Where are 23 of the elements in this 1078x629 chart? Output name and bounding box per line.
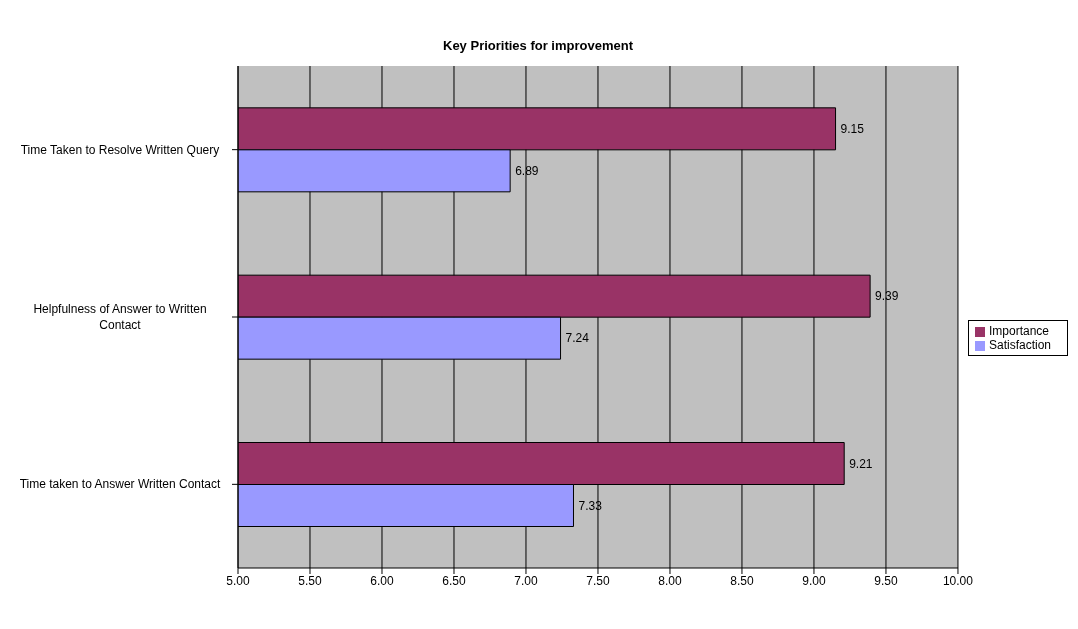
x-tick-label: 5.50	[298, 573, 322, 588]
x-tick-label: 8.50	[730, 573, 754, 588]
data-label: 6.89	[515, 164, 539, 179]
x-tick-label: 9.50	[874, 573, 898, 588]
data-label: 9.21	[849, 456, 873, 471]
x-tick-label: 6.50	[442, 573, 466, 588]
x-tick-label: 9.00	[802, 573, 826, 588]
legend-label: Satisfaction	[988, 338, 1051, 352]
x-tick-label: 7.50	[586, 573, 610, 588]
data-label: 7.24	[565, 331, 590, 346]
legend-label: Importance	[988, 324, 1049, 338]
x-tick-label: 8.00	[658, 573, 682, 588]
y-tick-label: Time taken to Answer Written Contact	[19, 477, 222, 492]
x-tick-label: 5.00	[226, 573, 250, 588]
data-label: 9.39	[875, 289, 899, 304]
y-tick-label: Helpfulness of Answer to Written Contact	[33, 302, 207, 332]
x-tick-label: 10.00	[942, 573, 974, 588]
data-label: 9.15	[840, 122, 865, 137]
data-label: 7.33	[578, 498, 603, 513]
chart-title: Key Priorities for improvement	[442, 37, 634, 55]
x-tick-label: 6.00	[370, 573, 394, 588]
y-tick-label: Time Taken to Resolve Written Query	[20, 142, 220, 157]
x-tick-label: 7.00	[514, 573, 538, 588]
